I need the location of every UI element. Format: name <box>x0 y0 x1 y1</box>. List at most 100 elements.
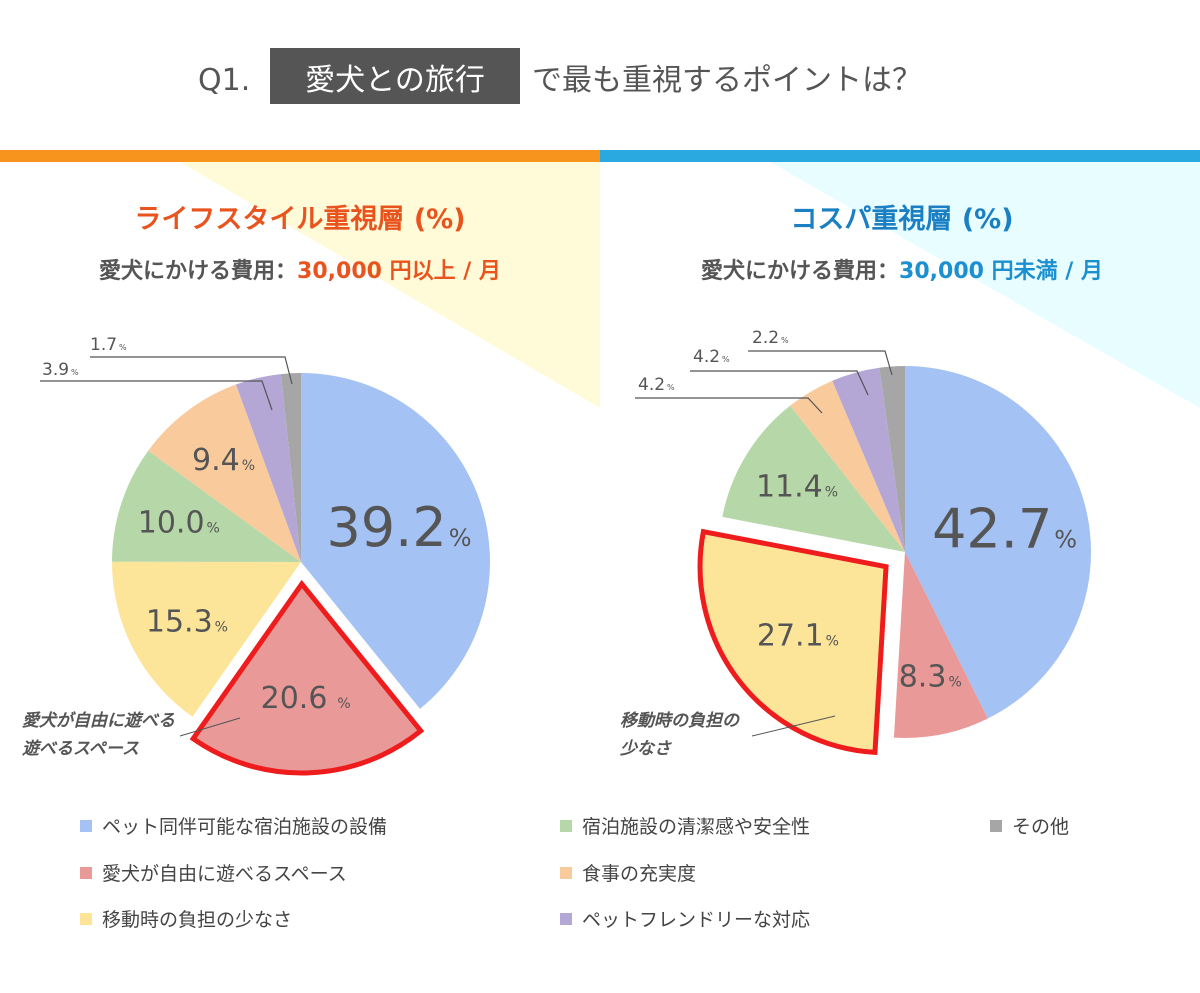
data-label-4: 10.0% <box>138 506 220 541</box>
legend-item: 食事の充実度 <box>560 863 696 885</box>
left-subtitle-label: 愛犬にかける費用： <box>99 258 297 284</box>
legend-label: ペットフレンドリーな対応 <box>582 909 810 931</box>
right-accent-bar <box>600 150 1200 162</box>
data-label-unit: % <box>207 521 220 537</box>
leader-line <box>690 370 869 396</box>
legend-item: ペット同伴可能な宿泊施設の設備 <box>80 816 387 838</box>
left-accent-bar <box>0 150 600 162</box>
pie-slice-3 <box>697 528 889 756</box>
right-callout-leader <box>751 715 836 737</box>
data-label-value: 8.3 <box>899 659 947 694</box>
legend-item: 宿泊施設の清潔感や安全性 <box>560 816 810 838</box>
leader-line <box>90 356 293 385</box>
data-label-value: 9.4 <box>192 443 240 478</box>
data-label-2: 8.3% <box>899 659 962 694</box>
legend-label: 移動時の負担の少なさ <box>102 909 292 931</box>
data-label-unit: % <box>781 336 789 345</box>
legend-swatch <box>560 867 572 879</box>
legend-label: 愛犬が自由に遊べるスペース <box>102 863 347 885</box>
pie-slice-7 <box>879 366 905 552</box>
data-label-unit: % <box>722 355 730 364</box>
data-label-5: 4.2% <box>638 375 675 395</box>
pie-slice-6 <box>235 374 301 562</box>
title-prefix: Q1. <box>198 63 250 98</box>
pie-slice-1 <box>301 373 490 709</box>
data-label-value: 42.7 <box>932 498 1052 561</box>
right-chart-subtitle: 愛犬にかける費用：30,000 円未満 / 月 <box>701 258 1103 284</box>
pie-slice-5 <box>148 384 301 562</box>
left-pie-chart: 39.2%20.6 %15.3 %10.0 %9.4 %3.9 %1.7% <box>40 335 490 776</box>
right-pie-chart: 42.7%8.3 %27.1 %11.4 %4.2 %4.2 %2.2% <box>635 328 1091 756</box>
leader-line <box>635 397 823 414</box>
data-label-3: 27.1% <box>757 619 839 654</box>
pie-slice-3 <box>112 561 301 717</box>
data-label-5: 9.4% <box>192 443 255 478</box>
right-callout-line1: 移動時の負担の <box>620 711 740 731</box>
data-label-unit: % <box>71 368 79 377</box>
data-label-value: 3.9 <box>42 360 69 380</box>
legend-item: 移動時の負担の少なさ <box>80 909 292 931</box>
data-label-2: 20.6% <box>261 681 351 716</box>
data-label-4: 11.4% <box>756 470 838 505</box>
data-label-6: 3.9% <box>42 360 79 380</box>
legend-swatch <box>560 913 572 925</box>
legend-swatch <box>80 867 92 879</box>
pie-slice-5 <box>790 380 905 552</box>
legend-item: 愛犬が自由に遊べるスペース <box>80 863 347 885</box>
leader-line <box>40 380 273 411</box>
legend-label: その他 <box>1012 816 1069 838</box>
legend-item: ペットフレンドリーな対応 <box>560 909 810 931</box>
data-label-unit: % <box>1054 526 1077 554</box>
data-label-1: 39.2% <box>326 496 471 559</box>
data-label-unit: % <box>667 383 675 392</box>
pie-slice-6 <box>832 367 905 552</box>
data-label-value: 1.7 <box>90 335 117 355</box>
pie-slice-1 <box>905 366 1091 719</box>
left-callout-line2: 遊べるスペース <box>22 739 139 759</box>
left-background-triangle <box>180 162 600 408</box>
data-label-value: 11.4 <box>756 470 823 505</box>
data-label-7: 1.7% <box>90 335 127 355</box>
left-callout-leader <box>179 717 241 737</box>
legend-label: ペット同伴可能な宿泊施設の設備 <box>102 816 387 838</box>
data-label-value: 2.2 <box>752 328 779 348</box>
pie-slice-7 <box>280 373 301 562</box>
pie-slice-4 <box>112 450 301 562</box>
data-label-6: 4.2% <box>693 347 730 367</box>
title-highlight: 愛犬との旅行 <box>305 63 485 98</box>
data-label-unit: % <box>449 524 472 552</box>
data-label-unit: % <box>242 458 255 474</box>
right-subtitle-label: 愛犬にかける費用： <box>701 258 899 284</box>
pie-slice-2 <box>893 552 988 739</box>
data-label-value: 4.2 <box>693 347 720 367</box>
data-label-unit: % <box>826 634 839 650</box>
left-chart-subtitle: 愛犬にかける費用：30,000 円以上 / 月 <box>99 258 501 284</box>
data-label-value: 39.2 <box>326 496 446 559</box>
legend-swatch <box>990 820 1002 832</box>
pie-slice-4 <box>722 405 905 552</box>
left-callout-line1: 愛犬が自由に遊べる <box>22 711 175 731</box>
data-label-value: 4.2 <box>638 375 665 395</box>
leader-line <box>748 350 893 376</box>
left-chart-title: ライフスタイル重視層 (%) <box>134 204 465 235</box>
data-label-value: 15.3 <box>146 605 213 640</box>
data-label-1: 42.7% <box>932 498 1077 561</box>
legend-item: その他 <box>990 816 1069 838</box>
pie-slice-2 <box>189 579 425 776</box>
right-callout-line2: 少なさ <box>620 739 672 759</box>
data-label-unit: % <box>337 696 350 712</box>
legend-label: 宿泊施設の清潔感や安全性 <box>582 816 810 838</box>
title-suffix: で最も重視するポイントは？ <box>532 63 922 98</box>
legend-swatch <box>80 820 92 832</box>
data-label-7: 2.2% <box>752 328 789 348</box>
legend-label: 食事の充実度 <box>582 863 696 885</box>
title-highlight-box <box>270 48 520 104</box>
data-label-unit: % <box>825 485 838 501</box>
data-label-value: 10.0 <box>138 506 205 541</box>
data-label-unit: % <box>119 343 127 352</box>
right-background-triangle <box>770 162 1200 408</box>
data-label-unit: % <box>948 674 961 690</box>
right-chart-title: コスパ重視層 (%) <box>790 204 1013 235</box>
legend-swatch <box>80 913 92 925</box>
